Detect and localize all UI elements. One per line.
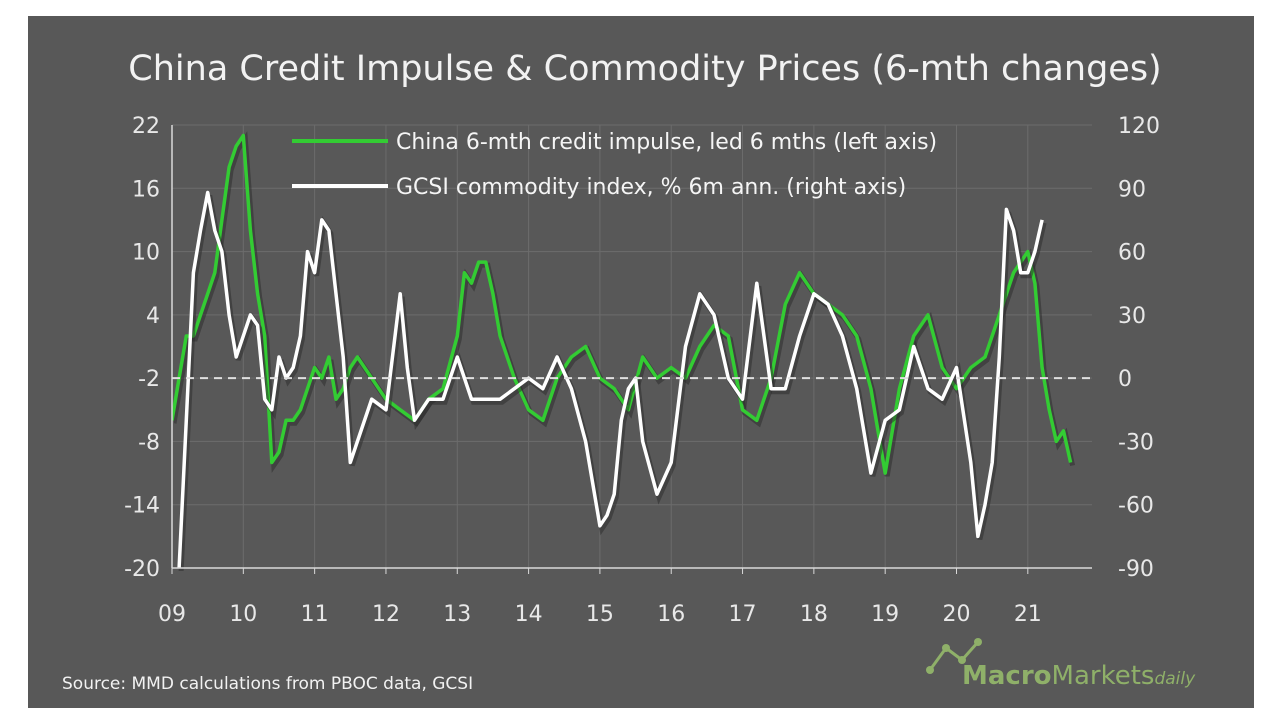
- series-line-credit-impulse: [172, 133, 1073, 475]
- x-tick-label: 16: [657, 602, 685, 627]
- x-tick-label: 11: [301, 602, 329, 627]
- x-tick-label: 12: [372, 602, 400, 627]
- x-tick-label: 14: [515, 602, 543, 627]
- y-left-tick-label: 22: [132, 114, 160, 139]
- y-right-tick-label: -60: [1118, 494, 1154, 519]
- axis-ticks: 22 16 10 4 -2 -8 -14 -20 120 90 60 30 0 -30 -60 -90 09 10…: [124, 114, 1160, 627]
- y-right-tick-label: 30: [1118, 304, 1146, 329]
- y-left-tick-label: 10: [132, 241, 160, 266]
- x-tick-label: 09: [158, 602, 186, 627]
- x-tick-label: 20: [942, 602, 970, 627]
- y-right-tick-label: -30: [1118, 430, 1154, 455]
- y-left-tick-label: 4: [146, 304, 160, 329]
- x-tick-label: 15: [586, 602, 614, 627]
- y-left-tick-label: -8: [138, 430, 160, 455]
- legend-label-gcsi: GCSI commodity index, % 6m ann. (right a…: [396, 175, 906, 200]
- y-left-tick-label: -2: [138, 367, 160, 392]
- svg-text:MacroMarketsdaily: MacroMarketsdaily: [962, 661, 1196, 691]
- x-tick-label: 21: [1014, 602, 1042, 627]
- chart-title: China Credit Impulse & Commodity Prices …: [128, 49, 1161, 89]
- y-right-tick-label: 120: [1118, 114, 1160, 139]
- y-right-tick-label: 0: [1118, 367, 1132, 392]
- logo-text-daily: daily: [1154, 669, 1196, 689]
- series-line-gcsi: [177, 190, 1044, 568]
- legend-label-credit-impulse: China 6-mth credit impulse, led 6 mths (…: [396, 130, 937, 155]
- logo-network-icon: [926, 638, 982, 674]
- legend: China 6-mth credit impulse, led 6 mths (…: [292, 130, 937, 200]
- y-left-tick-label: -14: [124, 494, 160, 519]
- source-note: Source: MMD calculations from PBOC data,…: [62, 674, 473, 694]
- x-tick-label: 18: [800, 602, 828, 627]
- series-layer: [172, 131, 1076, 571]
- x-tick-label: 17: [729, 602, 757, 627]
- y-right-tick-label: 90: [1118, 177, 1146, 202]
- y-left-tick-label: 16: [132, 177, 160, 202]
- macromarkets-logo: MacroMarketsdaily: [926, 638, 1196, 691]
- x-tick-label: 10: [229, 602, 257, 627]
- logo-text-macro: Macro: [962, 661, 1052, 691]
- x-tick-label: 19: [871, 602, 899, 627]
- x-tick-label: 13: [443, 602, 471, 627]
- logo-text-markets: Markets: [1052, 661, 1155, 691]
- y-right-tick-label: -90: [1118, 557, 1154, 582]
- y-right-tick-label: 60: [1118, 241, 1146, 266]
- y-left-tick-label: -20: [124, 557, 160, 582]
